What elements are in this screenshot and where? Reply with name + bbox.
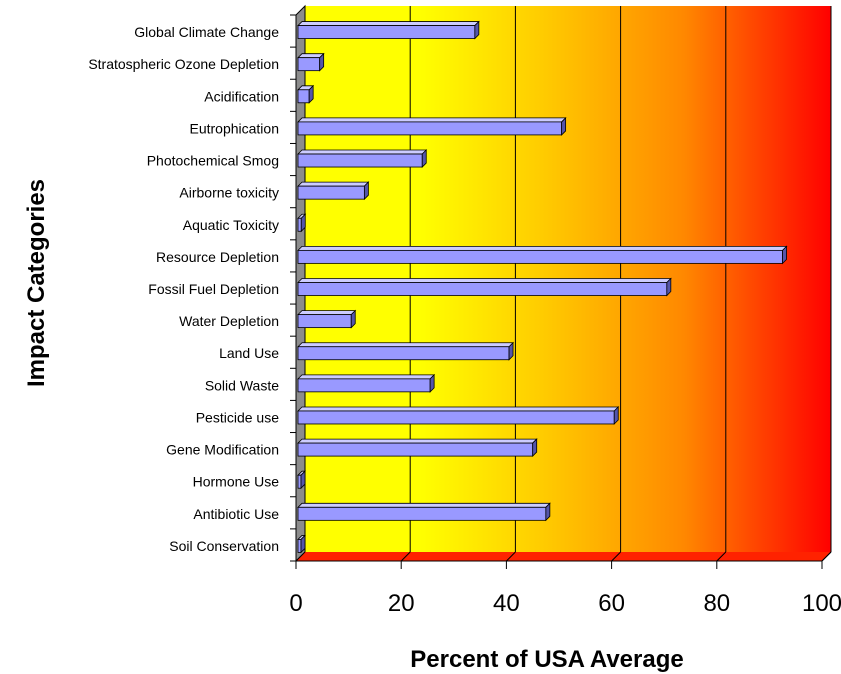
bar-top-face (297, 149, 428, 155)
bar (297, 149, 428, 168)
bar (297, 213, 307, 233)
bar-end-face (421, 149, 427, 168)
bar-end-face (613, 406, 619, 425)
category-label: Airborne toxicity (179, 185, 279, 201)
category-label: Pesticide use (196, 409, 279, 425)
category-label: Soil Conservation (169, 538, 279, 554)
bar (297, 309, 357, 329)
floor-gridline (506, 551, 516, 562)
x-tick-label: 60 (598, 590, 625, 617)
bar (297, 116, 567, 136)
bar-front-face (297, 539, 302, 553)
bar-front-face (297, 410, 615, 425)
bar-top-face (297, 374, 436, 380)
bar-top-face (297, 117, 567, 123)
category-label: Land Use (219, 345, 279, 361)
bar (297, 277, 672, 297)
bar-end-face (561, 116, 567, 136)
bar-top-face (297, 278, 672, 283)
bar-front-face (297, 474, 302, 489)
bar (297, 341, 514, 361)
bar-front-face (297, 249, 783, 264)
bar-top-face (297, 406, 620, 412)
bar-front-face (297, 314, 352, 329)
y-axis-title: Impact Categories (23, 179, 50, 387)
x-tick-label: 80 (703, 590, 730, 617)
category-label: Acidification (204, 88, 279, 104)
bar-end-face (300, 213, 306, 233)
bar-front-face (297, 89, 310, 104)
bar (297, 84, 315, 104)
bar-end-face (545, 502, 551, 522)
category-label: Water Depletion (179, 313, 279, 329)
bar-end-face (474, 20, 480, 40)
bar-top-face (297, 310, 357, 316)
x-tick-label: 100 (802, 590, 841, 617)
bar (297, 373, 436, 393)
category-label: Photochemical Smog (147, 153, 279, 169)
bar-front-face (297, 153, 423, 168)
bar (297, 406, 620, 425)
bar-front-face (297, 185, 365, 200)
category-label: Global Climate Change (134, 24, 279, 40)
plot-floor (296, 552, 831, 561)
bar-end-face (666, 277, 672, 297)
bar-end-face (429, 373, 435, 393)
bar (297, 470, 306, 490)
bar (297, 181, 370, 201)
category-label: Fossil Fuel Depletion (148, 281, 279, 297)
bar-end-face (300, 470, 306, 490)
x-axis-title: Percent of USA Average (410, 646, 683, 673)
category-label: Gene Modification (166, 442, 279, 458)
bar-top-face (297, 21, 480, 26)
bar-front-face (297, 442, 534, 457)
category-label: Aquatic Toxicity (183, 217, 279, 233)
bar-front-face (297, 57, 321, 72)
bar-front-face (297, 217, 302, 232)
floor-gridline (295, 551, 306, 562)
category-label: Eutrophication (189, 120, 279, 136)
x-tick-label: 40 (493, 590, 520, 617)
category-label: Stratospheric Ozone Depletion (88, 56, 279, 72)
bar (297, 438, 538, 458)
bar-front-face (297, 378, 431, 393)
bar-end-face (363, 181, 369, 201)
bar-end-face (350, 309, 356, 329)
category-label: Hormone Use (193, 474, 280, 490)
category-label: Antibiotic Use (193, 506, 279, 522)
bar (297, 502, 551, 522)
floor-gridline (400, 551, 411, 562)
bar-front-face (297, 121, 563, 136)
bar-front-face (297, 25, 476, 39)
bar-top-face (297, 181, 370, 187)
bar-end-face (532, 438, 538, 458)
floor-right-edge (821, 551, 832, 562)
bar-front-face (297, 282, 668, 296)
bar-end-face (782, 245, 787, 265)
floor-gridline (716, 551, 727, 562)
floor-gridline (611, 551, 621, 562)
bar-front-face (297, 506, 547, 521)
category-label: Solid Waste (205, 377, 279, 393)
bar-end-face (308, 84, 314, 104)
bar-end-face (300, 534, 306, 554)
bar-top-face (297, 342, 514, 348)
category-label: Resource Depletion (156, 249, 279, 265)
bar (297, 245, 788, 265)
bar (297, 534, 306, 554)
bar-top-face (297, 438, 538, 444)
bar-top-face (297, 502, 551, 508)
bar-end-face (508, 341, 514, 361)
bar-top-face (297, 245, 788, 251)
bar-end-face (319, 52, 325, 72)
bar (297, 52, 325, 72)
x-tick-label: 20 (388, 590, 415, 617)
bar-front-face (297, 346, 510, 361)
bar (297, 20, 480, 40)
x-tick-label: 0 (289, 590, 302, 617)
